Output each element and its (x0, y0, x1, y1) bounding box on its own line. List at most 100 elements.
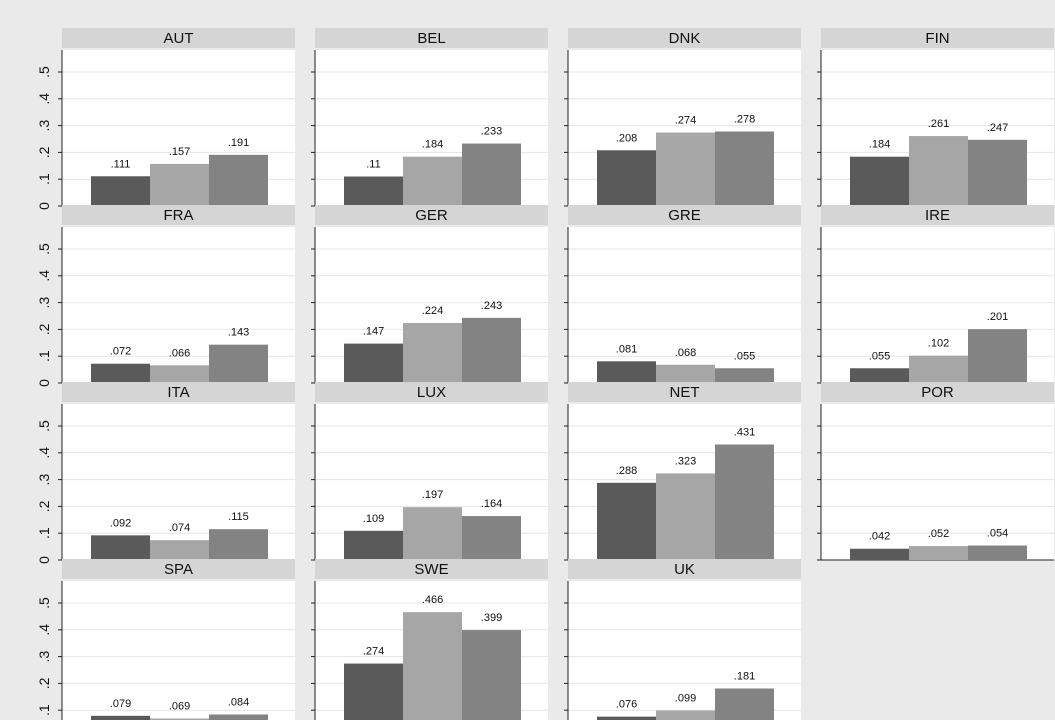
y-tick-label-spa-2: .2 (36, 677, 52, 689)
value-label-ire-3: .201 (987, 311, 1008, 323)
bar-uk-2 (656, 710, 715, 720)
panel-header-dnk (568, 28, 801, 48)
value-label-net-1: .288 (616, 465, 637, 477)
bar-por-2 (909, 546, 968, 560)
value-label-ita-1: .092 (110, 517, 131, 529)
value-label-aut-1: .111 (111, 158, 131, 170)
panel-header-ger (315, 205, 548, 225)
panel-title-uk: UK (674, 561, 695, 578)
value-label-fin-3: .247 (987, 122, 1008, 134)
bar-dnk-1 (597, 150, 656, 206)
value-label-swe-1: .274 (363, 646, 384, 658)
bar-lux-2 (403, 507, 462, 560)
bar-swe-3 (462, 630, 521, 720)
bar-fra-2 (150, 365, 209, 383)
value-label-swe-2: .466 (422, 594, 443, 606)
bar-aut-1 (91, 176, 150, 206)
value-label-spa-2: .069 (169, 701, 190, 713)
value-label-dnk-1: .208 (616, 132, 637, 144)
value-label-lux-1: .109 (363, 513, 384, 525)
value-label-spa-3: .084 (228, 696, 249, 708)
y-tick-label-aut-5: .5 (36, 66, 52, 78)
bar-ger-3 (462, 317, 521, 383)
value-label-lux-2: .197 (422, 489, 443, 501)
panel-title-bel: BEL (417, 30, 445, 47)
value-label-net-3: .431 (734, 426, 755, 438)
value-label-aut-2: .157 (169, 146, 190, 158)
plot-area-por (821, 404, 1054, 560)
bar-fin-2 (909, 136, 968, 206)
plot-area-spa (62, 581, 295, 720)
panel-title-aut: AUT (164, 30, 194, 47)
bar-dnk-2 (656, 132, 715, 206)
value-label-por-2: .052 (928, 528, 949, 540)
y-tick-label-ita-3: .3 (36, 474, 52, 486)
value-label-gre-1: .081 (616, 343, 637, 355)
value-label-fra-1: .072 (110, 346, 131, 358)
bar-ire-3 (968, 329, 1027, 383)
bar-swe-2 (403, 612, 462, 720)
bar-ita-1 (91, 535, 150, 560)
panel-title-net: NET (670, 384, 700, 401)
y-tick-label-aut-1: .1 (36, 173, 52, 185)
value-label-ire-1: .055 (869, 350, 890, 362)
value-label-lux-3: .164 (481, 498, 502, 510)
bar-fra-3 (209, 344, 268, 383)
value-label-fin-1: .184 (869, 139, 890, 151)
panel-header-lux (315, 382, 548, 402)
panel-title-lux: LUX (417, 384, 446, 401)
panel-title-spa: SPA (164, 561, 193, 578)
y-tick-label-fra-3: .3 (36, 297, 52, 309)
panel-title-gre: GRE (668, 207, 701, 224)
value-label-ger-1: .147 (363, 326, 384, 338)
y-tick-label-fra-4: .4 (36, 270, 52, 282)
value-label-swe-3: .399 (481, 612, 502, 624)
panel-header-fin (821, 28, 1054, 48)
bar-gre-2 (656, 364, 715, 383)
y-tick-label-aut-3: .3 (36, 120, 52, 132)
bar-lux-1 (344, 530, 403, 560)
y-tick-label-fra-1: .1 (36, 350, 52, 362)
y-tick-label-aut-2: .2 (36, 146, 52, 158)
y-tick-label-ita-1: .1 (36, 527, 52, 539)
value-label-fra-2: .066 (169, 347, 190, 359)
value-label-uk-2: .099 (675, 692, 696, 704)
y-tick-label-aut-4: .4 (36, 93, 52, 105)
value-label-spa-1: .079 (110, 698, 131, 710)
value-label-dnk-3: .278 (734, 113, 755, 125)
bar-uk-1 (597, 716, 656, 720)
y-tick-label-fra-2: .2 (36, 323, 52, 335)
bar-fra-1 (91, 363, 150, 383)
value-label-bel-3: .233 (481, 126, 502, 138)
bar-lux-3 (462, 516, 521, 560)
value-label-fra-3: .143 (228, 327, 249, 339)
y-tick-label-fra-0: 0 (36, 379, 52, 387)
panel-title-fra: FRA (164, 207, 194, 224)
bar-por-3 (968, 545, 1027, 560)
y-tick-label-ita-4: .4 (36, 447, 52, 459)
bar-aut-2 (150, 163, 209, 206)
bar-ire-2 (909, 355, 968, 383)
y-tick-label-aut-0: 0 (36, 202, 52, 210)
value-label-uk-1: .076 (616, 699, 637, 711)
panel-header-spa (62, 559, 295, 579)
panel-header-bel (315, 28, 548, 48)
bar-por-1 (850, 548, 909, 560)
bar-bel-2 (403, 156, 462, 206)
value-label-gre-2: .068 (675, 347, 696, 359)
bar-fin-1 (850, 156, 909, 206)
bar-net-3 (715, 444, 774, 560)
panel-header-ire (821, 205, 1054, 225)
value-label-dnk-2: .274 (675, 115, 696, 127)
panel-header-ita (62, 382, 295, 402)
value-label-ita-2: .074 (169, 522, 190, 534)
bar-gre-3 (715, 368, 774, 383)
bar-ger-2 (403, 322, 462, 383)
y-tick-label-spa-1: .1 (36, 704, 52, 716)
panel-title-ita: ITA (167, 384, 189, 401)
value-label-ger-3: .243 (481, 300, 502, 312)
value-label-ita-3: .115 (228, 511, 249, 523)
panel-title-swe: SWE (414, 561, 448, 578)
bar-spa-2 (150, 718, 209, 720)
y-tick-label-ita-5: .5 (36, 420, 52, 432)
